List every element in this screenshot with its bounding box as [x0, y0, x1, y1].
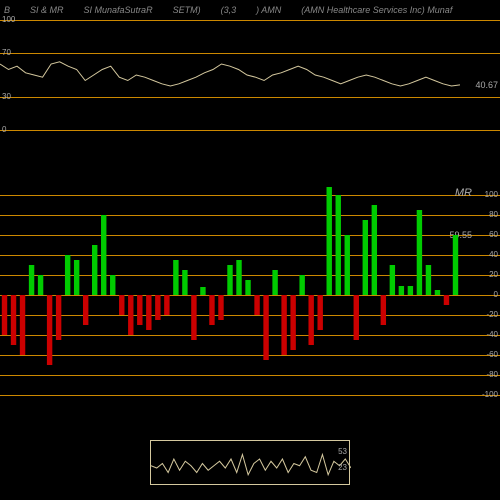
- header-item: (AMN Healthcare Services Inc) Munaf: [301, 5, 452, 15]
- tick-label: -40: [486, 330, 498, 339]
- bar: [308, 295, 313, 345]
- bar: [245, 280, 250, 295]
- header-item: SI & MR: [30, 5, 64, 15]
- tick-label: 20: [489, 270, 498, 279]
- tick-label: -20: [486, 310, 498, 319]
- bar: [2, 295, 7, 335]
- bar: [327, 187, 332, 295]
- bar: [119, 295, 124, 315]
- bar: [110, 275, 115, 295]
- bar: [317, 295, 322, 330]
- bar: [155, 295, 160, 320]
- tick-label: 0: [494, 290, 498, 299]
- bar: [128, 295, 133, 335]
- mini-tick-label: 23: [338, 463, 347, 472]
- tick-label: -100: [482, 390, 498, 399]
- bar: [354, 295, 359, 340]
- bar: [56, 295, 61, 340]
- tick-label: 80: [489, 210, 498, 219]
- gridline: [0, 130, 500, 131]
- bar: [92, 245, 97, 295]
- bar: [272, 270, 277, 295]
- bar: [281, 295, 286, 355]
- tick-label: -60: [486, 350, 498, 359]
- tick-label: 60: [489, 230, 498, 239]
- bar: [191, 295, 196, 340]
- bar: [83, 295, 88, 325]
- rsi-line: [0, 62, 460, 86]
- current-value-label: 40.67: [475, 80, 498, 90]
- bar: [236, 260, 241, 295]
- bar: [372, 205, 377, 295]
- bar: [435, 290, 440, 295]
- bar: [11, 295, 16, 345]
- bar-chart-svg: [0, 185, 460, 405]
- bar: [417, 210, 422, 295]
- tick-label: 100: [485, 190, 498, 199]
- bar: [453, 235, 458, 295]
- bar: [137, 295, 142, 325]
- bar: [20, 295, 25, 355]
- bar: [363, 220, 368, 295]
- bar: [290, 295, 295, 350]
- mr-bar-panel: -100-80-60-40-20020406080100MR59.55: [0, 185, 500, 405]
- bar: [345, 235, 350, 295]
- bar: [381, 295, 386, 325]
- bar: [336, 195, 341, 295]
- bar: [101, 215, 106, 295]
- bar: [254, 295, 259, 315]
- bar: [299, 275, 304, 295]
- bar: [408, 286, 413, 295]
- bar: [146, 295, 151, 330]
- header-item: SI MunafaSutraR: [84, 5, 153, 15]
- bar: [200, 287, 205, 295]
- mini-line-svg: [151, 441, 351, 486]
- bar: [182, 270, 187, 295]
- bar: [209, 295, 214, 325]
- mini-line: [151, 455, 351, 475]
- tick-label: -80: [486, 370, 498, 379]
- bar: [263, 295, 268, 360]
- bar: [47, 295, 52, 365]
- bar: [173, 260, 178, 295]
- bar: [29, 265, 34, 295]
- bar: [399, 286, 404, 295]
- header-item: SETM): [173, 5, 201, 15]
- bar: [426, 265, 431, 295]
- header-item: ) AMN: [256, 5, 281, 15]
- bar: [65, 255, 70, 295]
- bar: [164, 295, 169, 315]
- bar: [38, 275, 43, 295]
- bar: [218, 295, 223, 320]
- mini-line-panel: 53 23: [150, 440, 350, 485]
- bar: [390, 265, 395, 295]
- line-chart-svg: [0, 20, 460, 130]
- bar: [227, 265, 232, 295]
- bar: [74, 260, 79, 295]
- tick-label: 40: [489, 250, 498, 259]
- rsi-panel: 0307010040.67: [0, 20, 500, 130]
- mini-tick-label: 53: [338, 447, 347, 456]
- bar: [444, 295, 449, 305]
- header-item: (3,3: [221, 5, 237, 15]
- header-item: B: [4, 5, 10, 15]
- chart-header: B SI & MR SI MunafaSutraR SETM) (3,3 ) A…: [0, 0, 500, 20]
